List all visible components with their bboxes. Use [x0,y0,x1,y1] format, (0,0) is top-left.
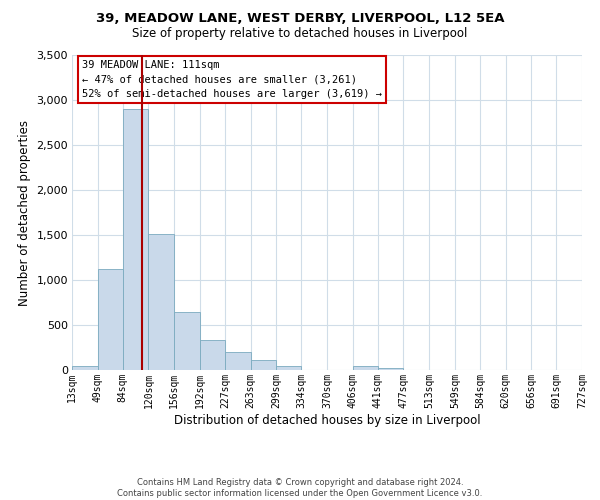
Text: Contains HM Land Registry data © Crown copyright and database right 2024.
Contai: Contains HM Land Registry data © Crown c… [118,478,482,498]
Bar [123,109,148,370]
Y-axis label: Number of detached properties: Number of detached properties [17,120,31,306]
Bar [98,269,123,370]
Bar [200,340,225,370]
Bar [225,352,251,370]
Bar [276,366,301,370]
Bar [378,368,403,370]
Bar [251,360,276,370]
Bar [148,234,174,370]
Text: 39, MEADOW LANE, WEST DERBY, LIVERPOOL, L12 5EA: 39, MEADOW LANE, WEST DERBY, LIVERPOOL, … [96,12,504,26]
X-axis label: Distribution of detached houses by size in Liverpool: Distribution of detached houses by size … [173,414,481,426]
Bar [174,312,200,370]
Bar [72,366,98,370]
Bar [353,366,378,370]
Text: 39 MEADOW LANE: 111sqm
← 47% of detached houses are smaller (3,261)
52% of semi-: 39 MEADOW LANE: 111sqm ← 47% of detached… [82,60,382,100]
Text: Size of property relative to detached houses in Liverpool: Size of property relative to detached ho… [133,28,467,40]
